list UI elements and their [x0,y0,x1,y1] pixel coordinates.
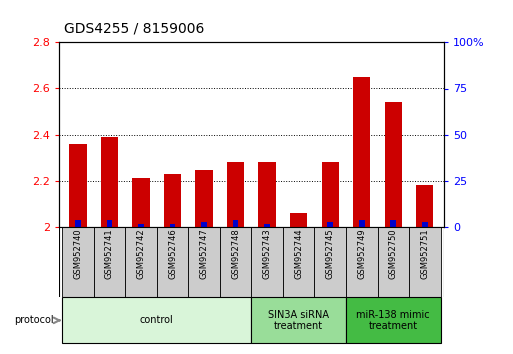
Text: GDS4255 / 8159006: GDS4255 / 8159006 [64,21,205,35]
Text: SIN3A siRNA
treatment: SIN3A siRNA treatment [268,309,329,331]
Text: GSM952751: GSM952751 [420,229,429,279]
Bar [283,227,314,297]
Bar [157,227,188,297]
Bar [101,137,118,227]
Text: GSM952750: GSM952750 [389,229,398,279]
Bar [314,227,346,297]
Bar [327,222,333,227]
Bar [62,227,94,297]
Text: GSM952742: GSM952742 [136,229,146,279]
Bar [346,227,378,297]
Bar [422,222,428,227]
Bar [132,178,150,227]
Bar [220,227,251,297]
Bar [322,162,339,227]
Bar [390,219,396,227]
Text: protocol: protocol [14,315,54,325]
Bar [290,213,307,227]
Bar [416,185,433,227]
Bar [201,222,207,227]
Bar [359,219,365,227]
Text: GSM952740: GSM952740 [73,229,83,279]
Text: GSM952749: GSM952749 [357,229,366,279]
Bar [259,162,276,227]
Bar [251,297,346,343]
Bar [264,224,270,227]
Bar [378,227,409,297]
Text: GSM952746: GSM952746 [168,229,177,279]
Bar [75,219,81,227]
Bar [107,219,112,227]
Text: GSM952747: GSM952747 [200,229,209,279]
Bar [94,227,125,297]
Bar [170,224,175,227]
Bar [227,162,244,227]
Bar [385,102,402,227]
Text: GSM952745: GSM952745 [326,229,334,279]
Bar [195,170,213,227]
Text: GSM952744: GSM952744 [294,229,303,279]
Text: GSM952743: GSM952743 [263,229,272,279]
Bar [164,174,181,227]
Bar [69,144,87,227]
Text: control: control [140,315,173,325]
Text: GSM952741: GSM952741 [105,229,114,279]
Bar [353,77,370,227]
Bar [138,224,144,227]
Bar [233,219,239,227]
Bar [125,227,157,297]
Text: GSM952748: GSM952748 [231,229,240,279]
Bar [346,297,441,343]
Bar [251,227,283,297]
Bar [409,227,441,297]
Bar [188,227,220,297]
Text: miR-138 mimic
treatment: miR-138 mimic treatment [357,309,430,331]
Bar [62,297,251,343]
